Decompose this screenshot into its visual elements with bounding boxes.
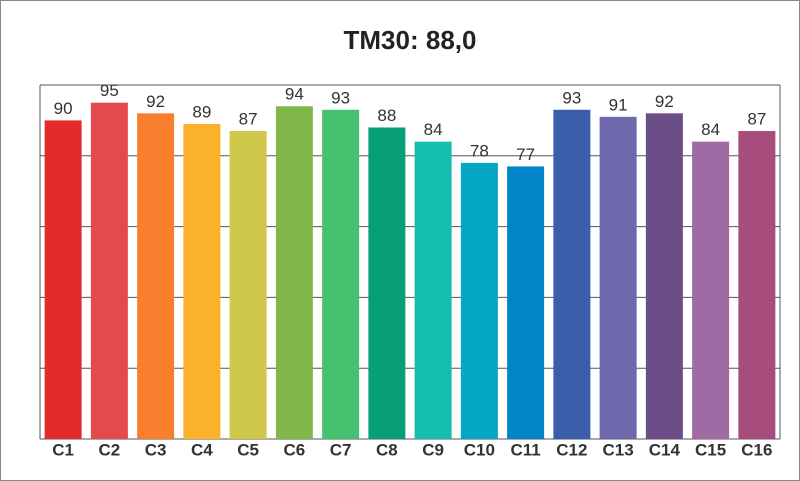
x-tick-label: C9	[422, 440, 444, 459]
value-label: 87	[239, 110, 258, 129]
bar	[692, 141, 730, 439]
value-label: 87	[747, 110, 766, 129]
value-label: 95	[100, 81, 119, 100]
x-tick-label: C10	[464, 440, 495, 459]
value-label: 91	[609, 95, 628, 114]
value-label: 93	[331, 88, 350, 107]
bar	[275, 106, 313, 440]
bar	[507, 166, 545, 440]
value-label: 90	[54, 99, 73, 118]
x-tick-label: C7	[330, 440, 352, 459]
bar	[368, 127, 406, 439]
bar	[460, 162, 498, 439]
bar	[322, 109, 360, 439]
x-tick-label: C14	[649, 440, 681, 459]
value-label: 78	[470, 141, 489, 160]
x-tick-label: C12	[556, 440, 587, 459]
value-label: 77	[516, 145, 535, 164]
bar	[183, 123, 221, 439]
x-tick-label: C13	[603, 440, 634, 459]
bar	[553, 109, 591, 439]
x-tick-label: C4	[191, 440, 213, 459]
bar	[414, 141, 452, 439]
value-label: 94	[285, 85, 304, 104]
chart-title: TM30: 88,0	[344, 25, 477, 55]
x-tick-label: C8	[376, 440, 398, 459]
bar	[137, 113, 175, 439]
x-tick-label: C6	[284, 440, 306, 459]
x-tick-label: C3	[145, 440, 167, 459]
value-label: 93	[562, 88, 581, 107]
bar	[599, 116, 637, 440]
x-tick-label: C1	[52, 440, 74, 459]
value-label: 84	[424, 120, 443, 139]
bar	[645, 113, 683, 439]
x-tick-label: C16	[741, 440, 772, 459]
bar	[90, 102, 128, 439]
value-label: 84	[701, 120, 720, 139]
x-tick-label: C15	[695, 440, 726, 459]
x-tick-label: C11	[511, 440, 541, 459]
x-tick-label: C2	[99, 440, 121, 459]
x-tick-label: C5	[237, 440, 259, 459]
value-label: 89	[192, 102, 211, 121]
bar	[738, 131, 776, 439]
value-label: 92	[146, 92, 165, 111]
bar	[229, 131, 267, 439]
value-label: 92	[655, 92, 674, 111]
value-label: 88	[377, 106, 396, 125]
bar	[44, 120, 82, 440]
